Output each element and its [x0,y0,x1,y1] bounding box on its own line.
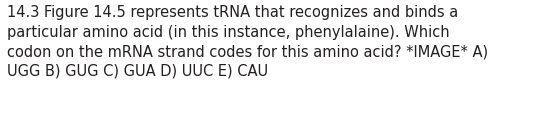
Text: 14.3 Figure 14.5 represents tRNA that recognizes and binds a
particular amino ac: 14.3 Figure 14.5 represents tRNA that re… [7,5,488,79]
